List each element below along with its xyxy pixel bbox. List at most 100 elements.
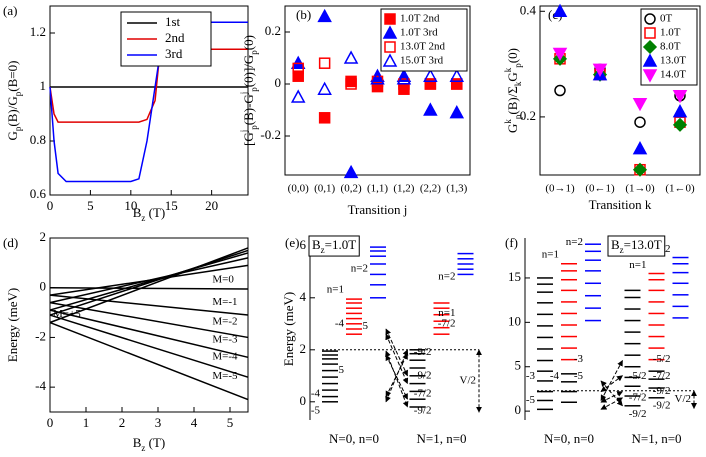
- y-axis-label-part: (B)-G: [241, 94, 256, 125]
- line: [49, 314, 249, 378]
- y-axis-label-part: (B=0): [5, 61, 20, 92]
- marker: [554, 84, 566, 97]
- y-axis-label-sub: k: [513, 81, 523, 86]
- field-label-part: =13.0T: [624, 237, 662, 252]
- marker: [343, 164, 359, 179]
- y-axis-label-sup: j: [239, 130, 249, 134]
- line: [49, 301, 249, 339]
- marker: [345, 78, 357, 90]
- y-tick-label: 0.6: [30, 186, 47, 201]
- marker: [644, 13, 656, 25]
- x-axis-label: Transition k: [589, 197, 652, 212]
- x-axis-label: Bz (T): [133, 435, 166, 453]
- marker: [632, 141, 648, 155]
- field-label: Bz=13.0T: [611, 237, 662, 255]
- annotation: n=2: [438, 271, 455, 283]
- marker: [552, 47, 568, 62]
- x-tick-label: 3: [155, 415, 162, 430]
- legend-label: 1st: [165, 14, 181, 29]
- y-axis-label-sub: p: [513, 63, 523, 68]
- y-axis-label-part: (B)/G: [5, 96, 20, 126]
- field-label-part: B: [312, 237, 321, 252]
- y-axis-label-sub: p: [249, 50, 259, 55]
- annotation: -9/2: [653, 399, 671, 411]
- legend-label: 3rd: [165, 46, 183, 61]
- annotation: n=2: [351, 263, 368, 275]
- plot-frame: [539, 5, 701, 176]
- annotation: 5: [339, 364, 345, 376]
- x-tick-label: 5: [87, 198, 94, 213]
- x-tick-label: (1←0): [665, 183, 695, 195]
- y-tick-label: 6: [300, 237, 307, 252]
- x-axis-label-part: B: [133, 435, 142, 450]
- x-tick-label: (0,2): [341, 183, 362, 195]
- annotation: -9/2: [414, 404, 432, 416]
- x-axis-label-part: Transition k: [589, 197, 652, 212]
- y-axis-label-part: G: [505, 72, 520, 81]
- field-label-sub: z: [620, 245, 624, 255]
- annotation: n=2: [566, 236, 583, 248]
- annotation: -5: [574, 370, 584, 382]
- line: [49, 294, 249, 316]
- y-axis-label-part: (0): [241, 35, 256, 50]
- annotation: n=1: [327, 284, 344, 296]
- marker: [672, 90, 688, 104]
- marker: [449, 68, 465, 82]
- y-axis-label: Gp(B)/Gp(B=0): [5, 61, 23, 141]
- marker: [290, 89, 306, 103]
- legend-label: 2nd: [165, 30, 185, 45]
- y-tick-label: 0: [515, 402, 522, 417]
- y-tick-label: 4: [300, 289, 307, 304]
- x-tick-label: (0,0): [288, 183, 309, 195]
- y-axis-label: Energy (meV): [5, 288, 20, 362]
- annotation: -5/2: [653, 353, 671, 365]
- marker: [396, 71, 412, 85]
- bias-label: V/2: [460, 375, 477, 387]
- x-tick-label: (0,1): [314, 183, 335, 195]
- marker: [632, 162, 648, 177]
- transition-arrow: [600, 359, 623, 401]
- marker: [345, 75, 357, 88]
- transition-arrow: [600, 380, 623, 407]
- marker: [672, 117, 688, 132]
- annotation: n=1: [542, 248, 559, 260]
- field-label-sub: z: [321, 245, 325, 255]
- marker: [644, 27, 656, 39]
- x-tick-label: 2: [119, 415, 126, 430]
- y-axis-label-sup: j: [239, 92, 249, 96]
- annotation: 5: [363, 320, 369, 332]
- marker: [592, 63, 608, 77]
- annotation: n=1: [629, 259, 646, 271]
- marker: [382, 53, 398, 67]
- annotation: -5: [311, 404, 321, 416]
- group-label: N=1, n=0: [631, 431, 681, 446]
- line-label: M=-2: [212, 316, 237, 328]
- y-axis-label-part: Energy (meV): [281, 292, 296, 366]
- marker: [423, 102, 438, 116]
- y-tick-label: 0.2: [265, 23, 281, 38]
- y-tick-label: 1.2: [30, 24, 46, 39]
- marker: [317, 8, 332, 23]
- marker: [318, 57, 331, 69]
- plot-frame: [284, 5, 471, 176]
- line: [49, 252, 249, 311]
- annotation: n=1: [438, 307, 455, 319]
- y-tick-label: 0: [40, 279, 47, 294]
- plot-frame: [49, 237, 249, 413]
- y-axis-label: Gkp(B)/ΣkGkp(0): [503, 48, 523, 133]
- y-tick-label: 15: [508, 269, 521, 284]
- x-axis-label-part: (T): [145, 205, 165, 220]
- line-label: M=-5: [212, 370, 238, 382]
- marker: [451, 78, 463, 90]
- annotation: -9/2: [629, 408, 647, 420]
- x-tick-label: 20: [205, 198, 218, 213]
- x-tick-label: (1,3): [446, 183, 467, 195]
- x-tick-label: 15: [165, 198, 178, 213]
- marker: [632, 97, 648, 112]
- group-label: N=0, n=0: [329, 431, 379, 446]
- bias-label: V/2: [675, 393, 692, 405]
- legend-label: 1.0T 2nd: [400, 13, 440, 25]
- x-tick-label: 1: [83, 415, 90, 430]
- line-label: M=-4: [212, 351, 238, 363]
- line: [49, 321, 249, 401]
